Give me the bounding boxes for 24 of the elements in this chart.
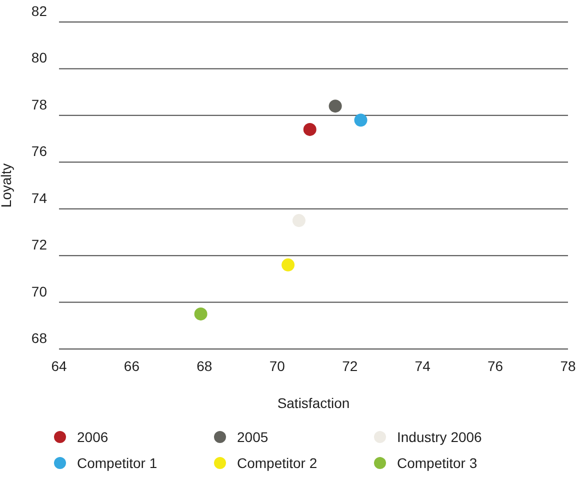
y-tick-label: 68 — [31, 330, 48, 346]
y-tick-label: 76 — [31, 143, 48, 160]
legend-label: 2005 — [237, 429, 268, 445]
legend-label: Industry 2006 — [397, 429, 482, 445]
x-tick-label: 64 — [51, 358, 67, 374]
x-tick-label: 72 — [342, 358, 358, 374]
legend-label: Competitor 1 — [77, 455, 158, 471]
x-tick-label: 76 — [487, 358, 504, 374]
y-tick-label: 80 — [31, 50, 48, 66]
legend-label: Competitor 2 — [237, 455, 318, 471]
x-tick-label: 70 — [269, 358, 286, 374]
legend-label: Competitor 3 — [397, 455, 478, 471]
x-tick-label: 68 — [196, 358, 212, 374]
legend-label: 2006 — [77, 429, 108, 445]
y-tick-label: 78 — [31, 96, 48, 112]
x-axis-title: Satisfaction — [277, 395, 350, 411]
y-tick-label: 72 — [31, 236, 48, 253]
y-axis-title: Loyalty — [0, 163, 14, 208]
y-tick-label: 70 — [31, 283, 48, 300]
x-tick-label: 78 — [560, 358, 576, 374]
x-tick-label: 74 — [414, 358, 431, 374]
y-tick-label: 82 — [31, 3, 48, 19]
y-tick-label: 74 — [31, 190, 48, 206]
x-tick-label: 66 — [124, 358, 140, 374]
